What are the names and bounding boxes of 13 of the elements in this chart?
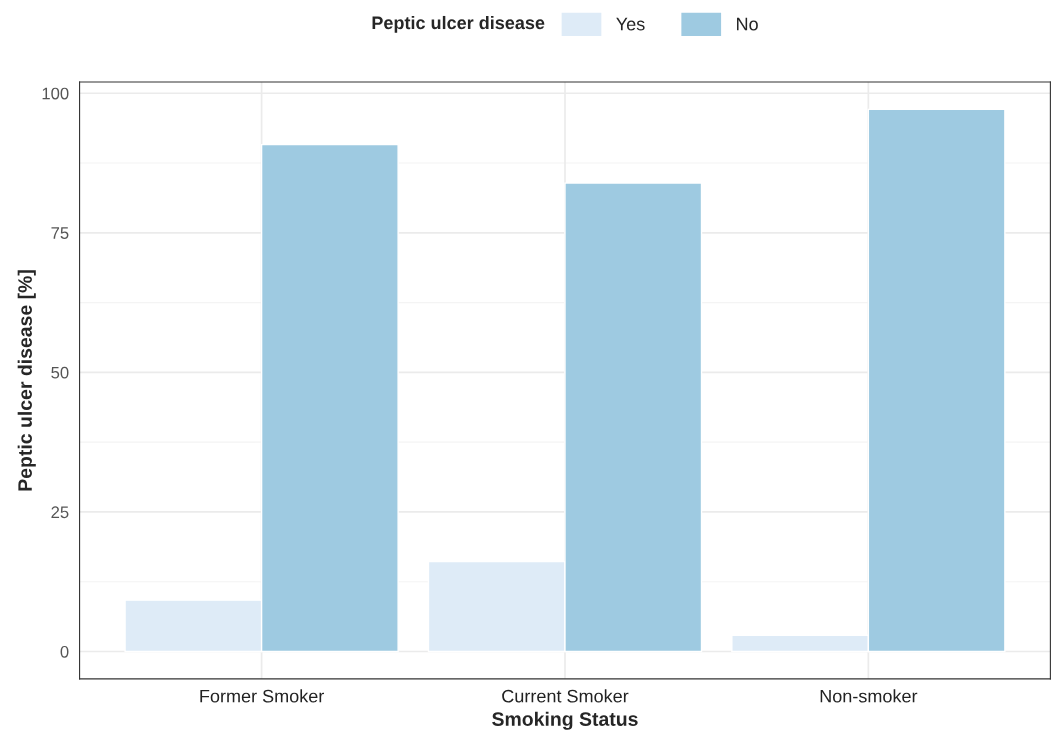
y-tick-label: 75: [51, 227, 69, 239]
y-tick-label: 25: [51, 506, 69, 519]
y-axis-title: Peptic ulcer disease [%]: [17, 270, 36, 491]
y-tick-label: 0: [60, 645, 69, 658]
legend-title: Peptic ulcer disease: [372, 15, 545, 33]
x-tick-label: Current Smoker: [502, 689, 629, 703]
x-tick-label: Former Smoker: [200, 689, 325, 703]
x-tick-label: Non-smoker: [820, 689, 918, 703]
y-tick-label: 50: [51, 366, 69, 379]
x-axis-title: Smoking Status: [492, 711, 638, 730]
legend-label: No: [737, 17, 758, 31]
y-tick-label: 100: [42, 87, 69, 100]
legend-label: Yes: [616, 17, 645, 31]
